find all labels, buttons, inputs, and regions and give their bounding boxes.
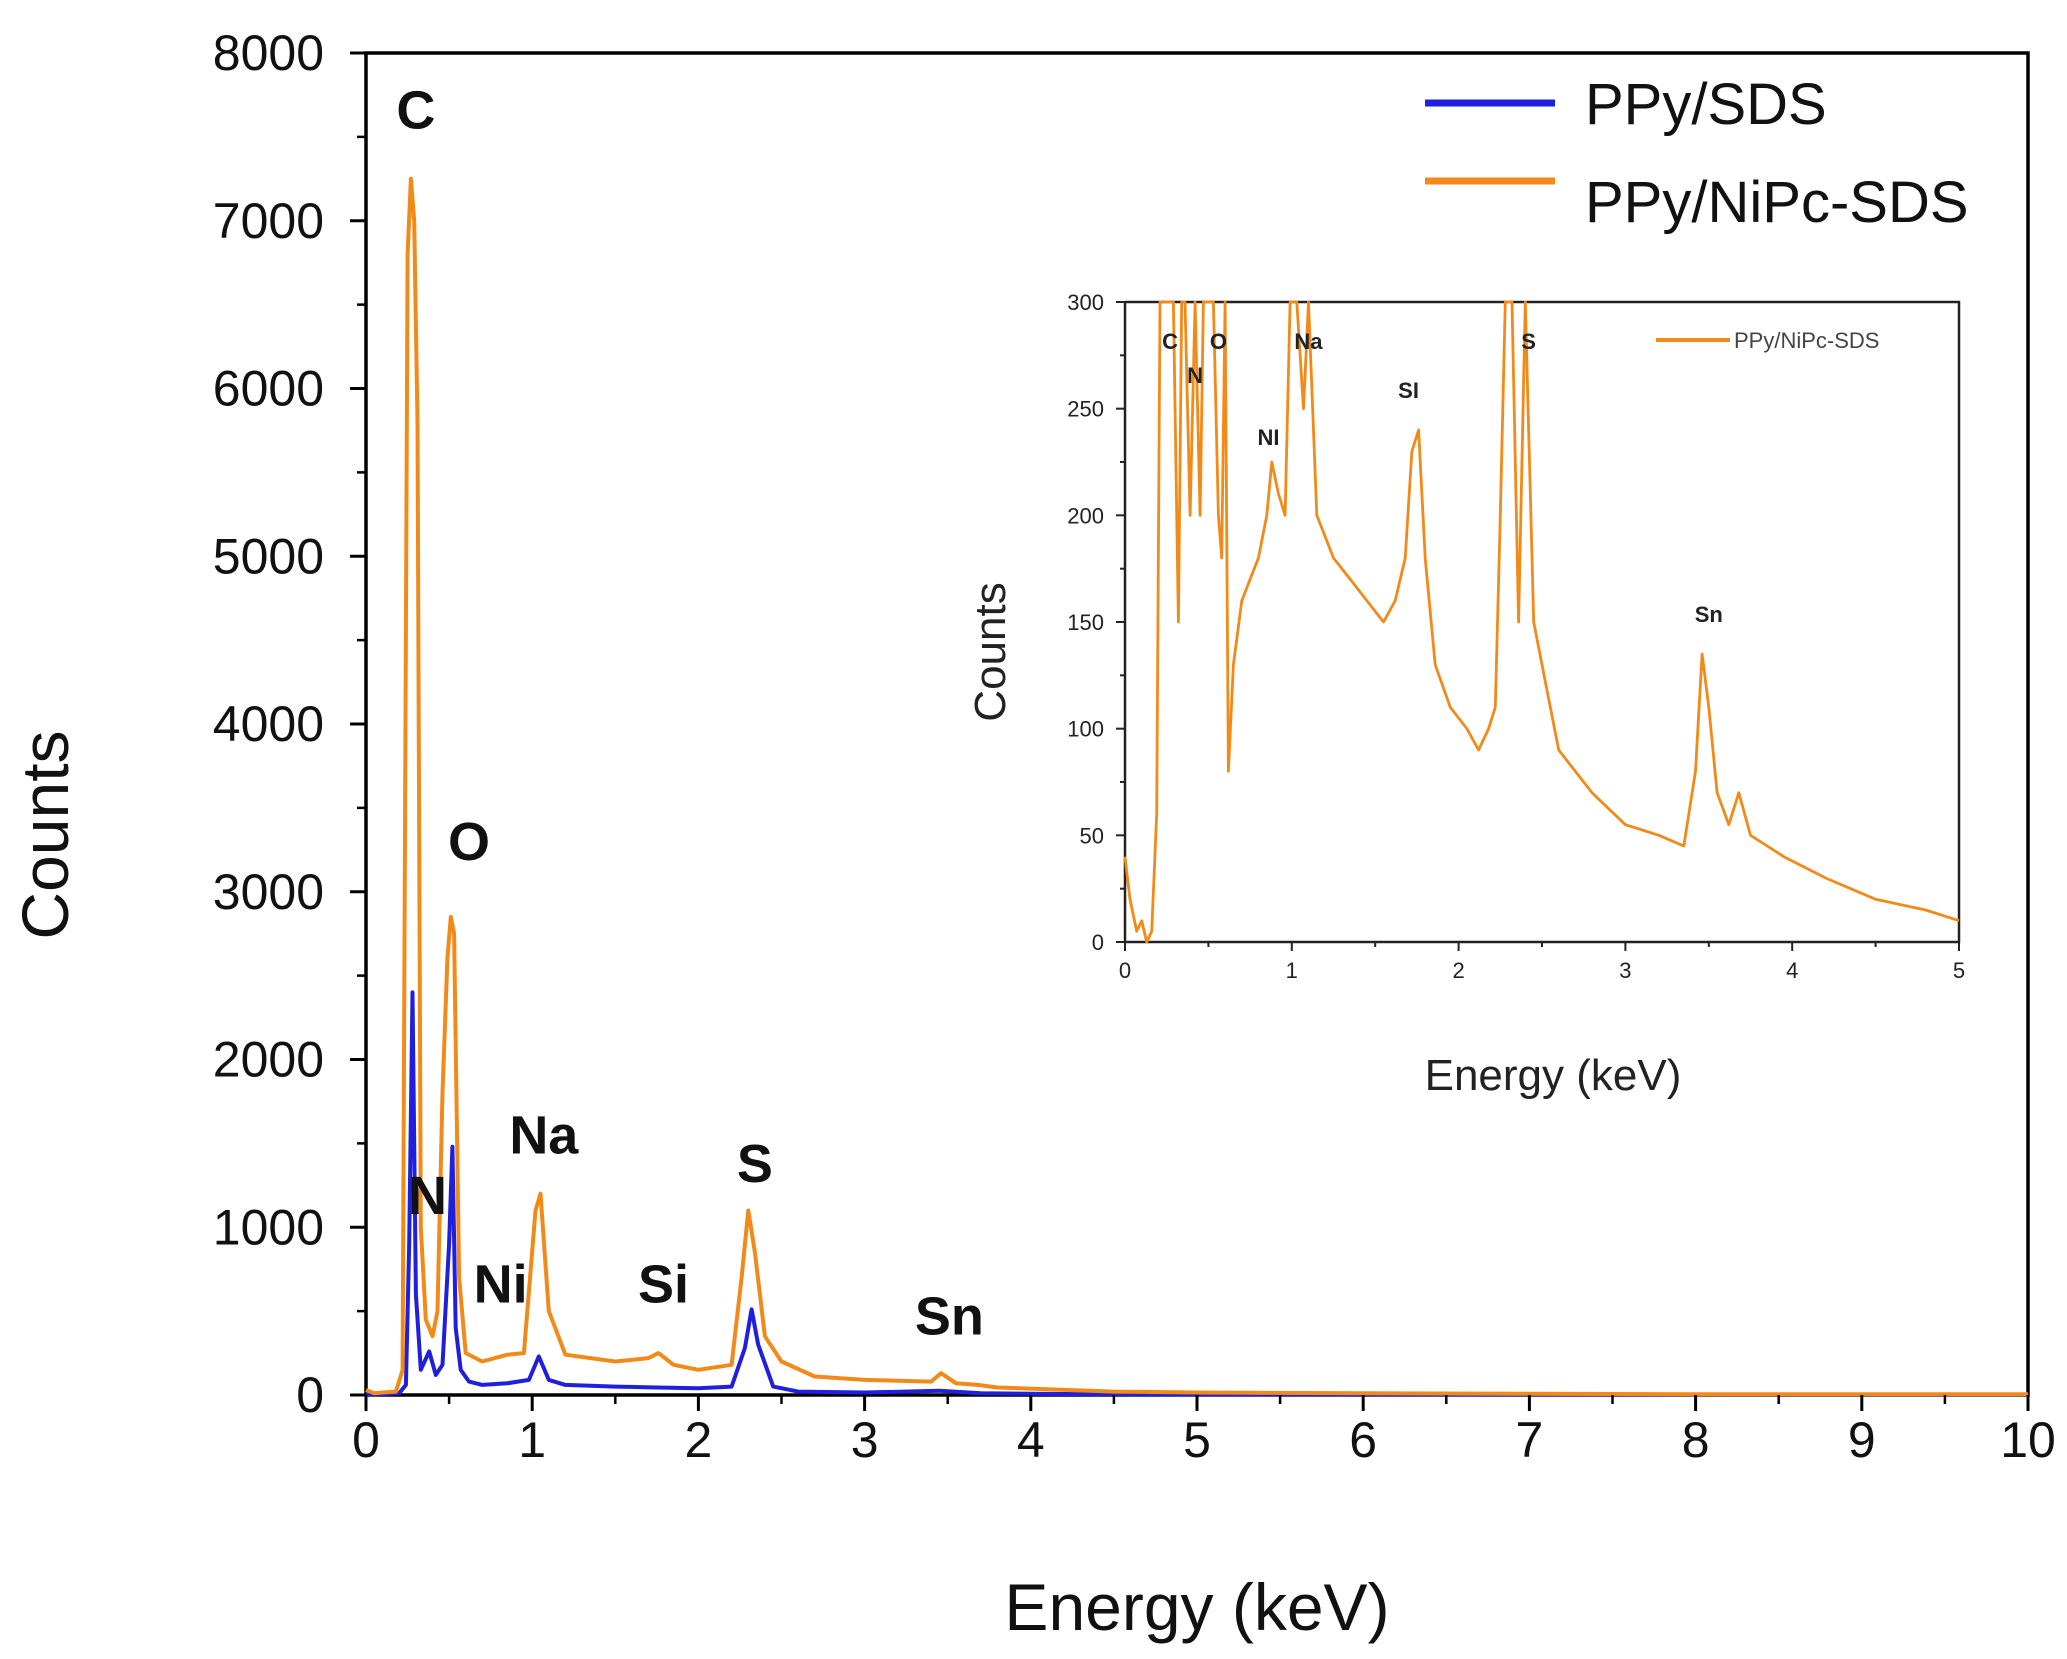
inset-peak-label-sn: Sn (1695, 602, 1723, 627)
main-y-tick-label: 1000 (213, 1199, 324, 1255)
inset-peak-label-n: N (1187, 363, 1203, 388)
inset-x-tick-label: 3 (1619, 958, 1631, 983)
main-legend: PPy/SDS PPy/NiPc-SDS (1425, 72, 1969, 235)
inset-peak-labels: CNO Na NI SI S Sn (1162, 329, 1723, 627)
inset-x-axis-title: Energy (keV) (1425, 1051, 1682, 1100)
main-y-tick-label: 5000 (213, 528, 324, 584)
main-y-tick-label: 8000 (213, 25, 324, 81)
inset-y-tick-label: 50 (1080, 823, 1104, 848)
inset-peak-label-ni: NI (1257, 425, 1279, 450)
main-x-tick-label: 1 (518, 1412, 546, 1468)
inset-peak-label-o: O (1210, 329, 1227, 354)
inset-x-tick-label: 4 (1786, 958, 1798, 983)
main-y-tick-label: 6000 (213, 361, 324, 417)
main-series-ppy-sds (366, 990, 2028, 1397)
inset-y-tick-label: 0 (1092, 930, 1104, 955)
main-peak-label-ni: Ni (474, 1255, 528, 1315)
main-y-axis-title: Counts (8, 730, 82, 939)
main-peak-label-s: S (737, 1134, 773, 1194)
main-x-tick-label: 0 (352, 1412, 380, 1468)
main-chart: 0 1 2 3 4 5 6 7 8 9 100100020003000400050006000700… (8, 25, 2056, 1644)
inset-y-tick-label: 100 (1067, 717, 1104, 742)
inset-series-group (1123, 300, 1960, 944)
inset-peak-label-s: S (1521, 329, 1536, 354)
main-x-tick-label: 9 (1848, 1412, 1876, 1468)
main-y-tick-label: 4000 (213, 696, 324, 752)
main-y-tick-label: 0 (296, 1367, 324, 1423)
inset-peak-label-na: Na (1294, 329, 1323, 354)
main-y-tick-label: 7000 (213, 193, 324, 249)
main-x-tick-label: 6 (1349, 1412, 1377, 1468)
main-x-tick-label: 5 (1183, 1412, 1211, 1468)
inset-y-tick-label: 300 (1067, 290, 1104, 315)
main-peak-label-o: O (448, 812, 490, 872)
main-y-tick-label: 3000 (213, 864, 324, 920)
legend-label-ppy-nipc-sds: PPy/NiPc-SDS (1585, 170, 1969, 235)
main-x-tick-label: 8 (1682, 1412, 1710, 1468)
main-x-tick-label: 3 (851, 1412, 879, 1468)
main-peak-label-n: N (408, 1166, 447, 1226)
main-y-tick-label: 2000 (213, 1032, 324, 1088)
inset-legend: PPy/NiPc-SDS (1656, 328, 1879, 353)
inset-y-axis-title: Counts (966, 582, 1015, 721)
main-x-tick-label: 2 (684, 1412, 712, 1468)
inset-y-tick-label: 250 (1067, 397, 1104, 422)
main-peak-label-c: C (396, 80, 435, 140)
inset-x-tick-label: 0 (1119, 958, 1131, 983)
inset-x-tick-label: 1 (1286, 958, 1298, 983)
inset-background (1125, 302, 1959, 942)
main-x-tick-label: 10 (2000, 1412, 2056, 1468)
main-peak-label-si: Si (638, 1255, 689, 1315)
main-series-ppy-nipc-sds (365, 176, 2028, 1397)
main-peak-labels: C N O Ni Na Si S Sn (396, 80, 984, 1346)
main-x-tick-label: 4 (1017, 1412, 1045, 1468)
main-series-group (365, 176, 2028, 1397)
main-x-tick-label: 7 (1515, 1412, 1543, 1468)
inset-x-tick-label: 2 (1452, 958, 1464, 983)
inset-peak-label-si: SI (1398, 378, 1419, 403)
inset-y-tick-label: 200 (1067, 503, 1104, 528)
inset-peak-label-c: C (1162, 329, 1178, 354)
main-x-axis-title: Energy (keV) (1004, 1570, 1389, 1644)
inset-x-tick-label: 5 (1953, 958, 1965, 983)
main-peak-label-sn: Sn (915, 1287, 984, 1347)
inset-legend-label: PPy/NiPc-SDS (1734, 328, 1879, 353)
inset-y-tick-label: 150 (1067, 610, 1104, 635)
legend-label-ppy-sds: PPy/SDS (1585, 72, 1827, 137)
inset-series-ppy-nipc-sds (1123, 300, 1960, 944)
main-peak-label-na: Na (509, 1105, 579, 1165)
main-plot-area: 0 1 2 3 4 5 6 7 8 9 100100020003000400050006000700… (213, 25, 2056, 1468)
main-axis-ticks: 0 1 2 3 4 5 6 7 8 9 100100020003000400050006000700… (213, 25, 2056, 1468)
